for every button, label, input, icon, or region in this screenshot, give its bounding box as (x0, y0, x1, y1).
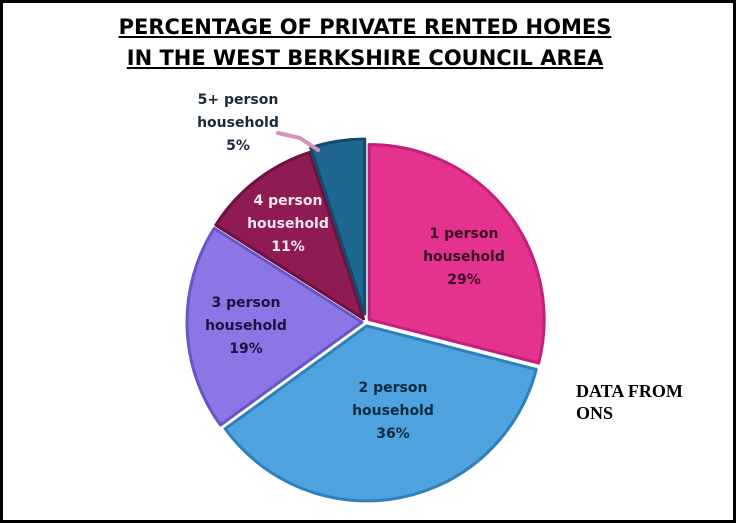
chart-title-line-2: IN THE WEST BERKSHIRE COUNCIL AREA (126, 46, 604, 70)
data-label-5: 5+ person household 5% (197, 92, 279, 154)
data-label-2: 2 person household 36% (352, 380, 434, 442)
source-note: DATA FROM ONS (576, 380, 683, 424)
pie-slice-1 (367, 143, 546, 365)
pie-slice-3 (185, 226, 364, 427)
pie-slice-4 (214, 150, 366, 321)
source-note-line-1: DATA FROM (576, 381, 683, 401)
pie-slice-5 (309, 137, 367, 316)
chart-title-line-1: PERCENTAGE OF PRIVATE RENTED HOMES (118, 15, 612, 39)
leader-line-5 (276, 131, 320, 152)
pie-slice-2 (223, 324, 538, 503)
chart-title: PERCENTAGE OF PRIVATE RENTED HOMES IN TH… (0, 12, 730, 74)
data-label-3: 3 person household 19% (205, 295, 287, 357)
data-label-4: 4 person household 11% (247, 193, 329, 255)
source-note-line-2: ONS (576, 403, 614, 423)
data-label-1: 1 person household 29% (423, 226, 505, 288)
